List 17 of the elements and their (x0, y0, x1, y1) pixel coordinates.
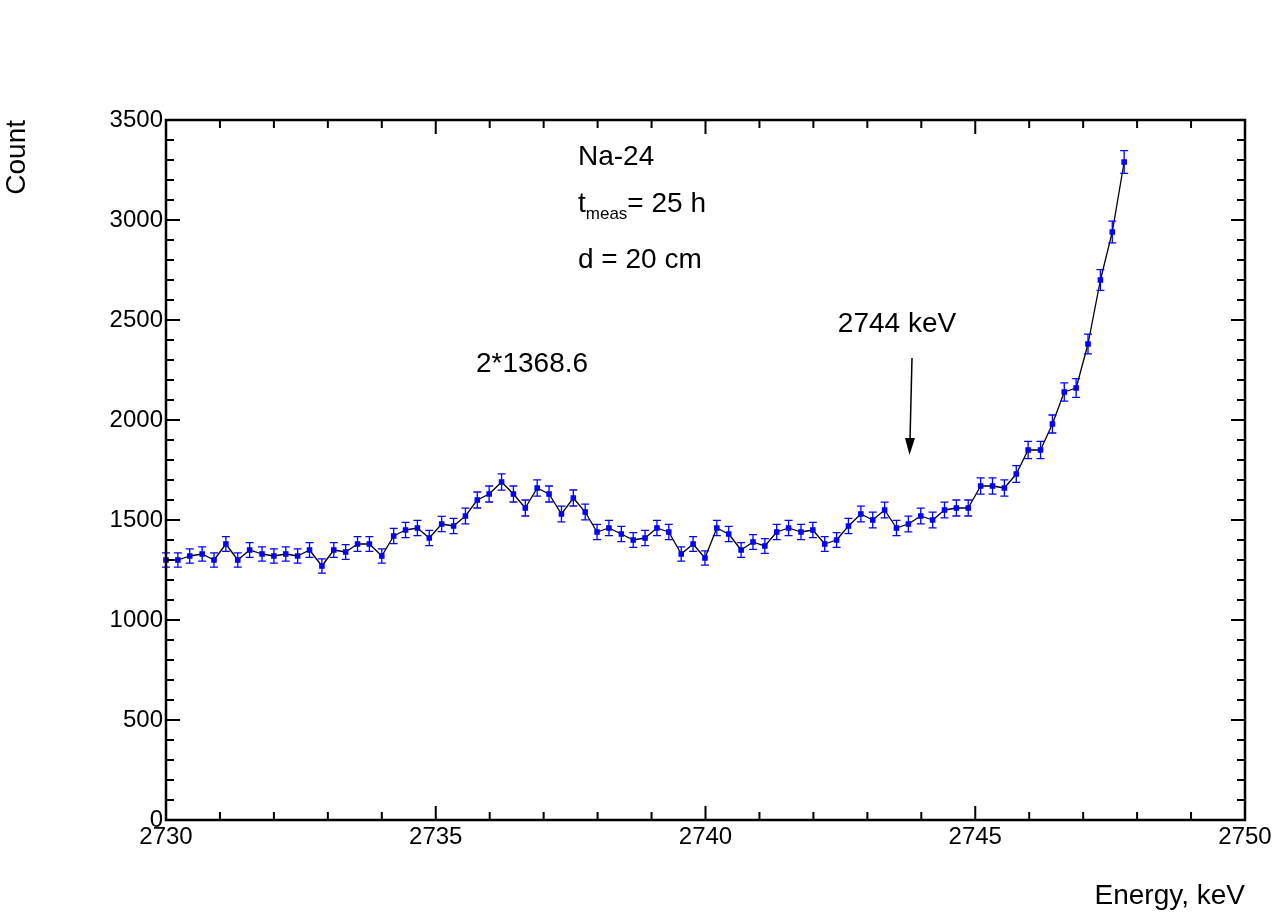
y-tick-label: 1000 (109, 604, 163, 632)
x-tick-label: 2750 (1218, 822, 1272, 850)
annotation: 2*1368.6 (475, 347, 589, 378)
y-tick-label: 3000 (109, 204, 163, 232)
annotation: 2744 keV (837, 307, 957, 338)
x-tick-label: 2745 (948, 822, 1002, 850)
y-axis-title: Count (0, 119, 31, 195)
x-axis-title: Energy, keV (1094, 878, 1246, 910)
x-tick-label: 2735 (409, 822, 463, 850)
y-tick-label: 1500 (109, 504, 163, 532)
y-tick-label: 500 (122, 704, 163, 732)
annotation: Na-24 (578, 140, 655, 171)
y-tick-label: 3500 (109, 104, 163, 132)
x-tick-label: 2740 (678, 822, 733, 850)
y-tick-label: 2000 (109, 404, 163, 432)
annotation: d = 20 cm (578, 243, 702, 274)
y-tick-label: 2500 (109, 304, 163, 332)
